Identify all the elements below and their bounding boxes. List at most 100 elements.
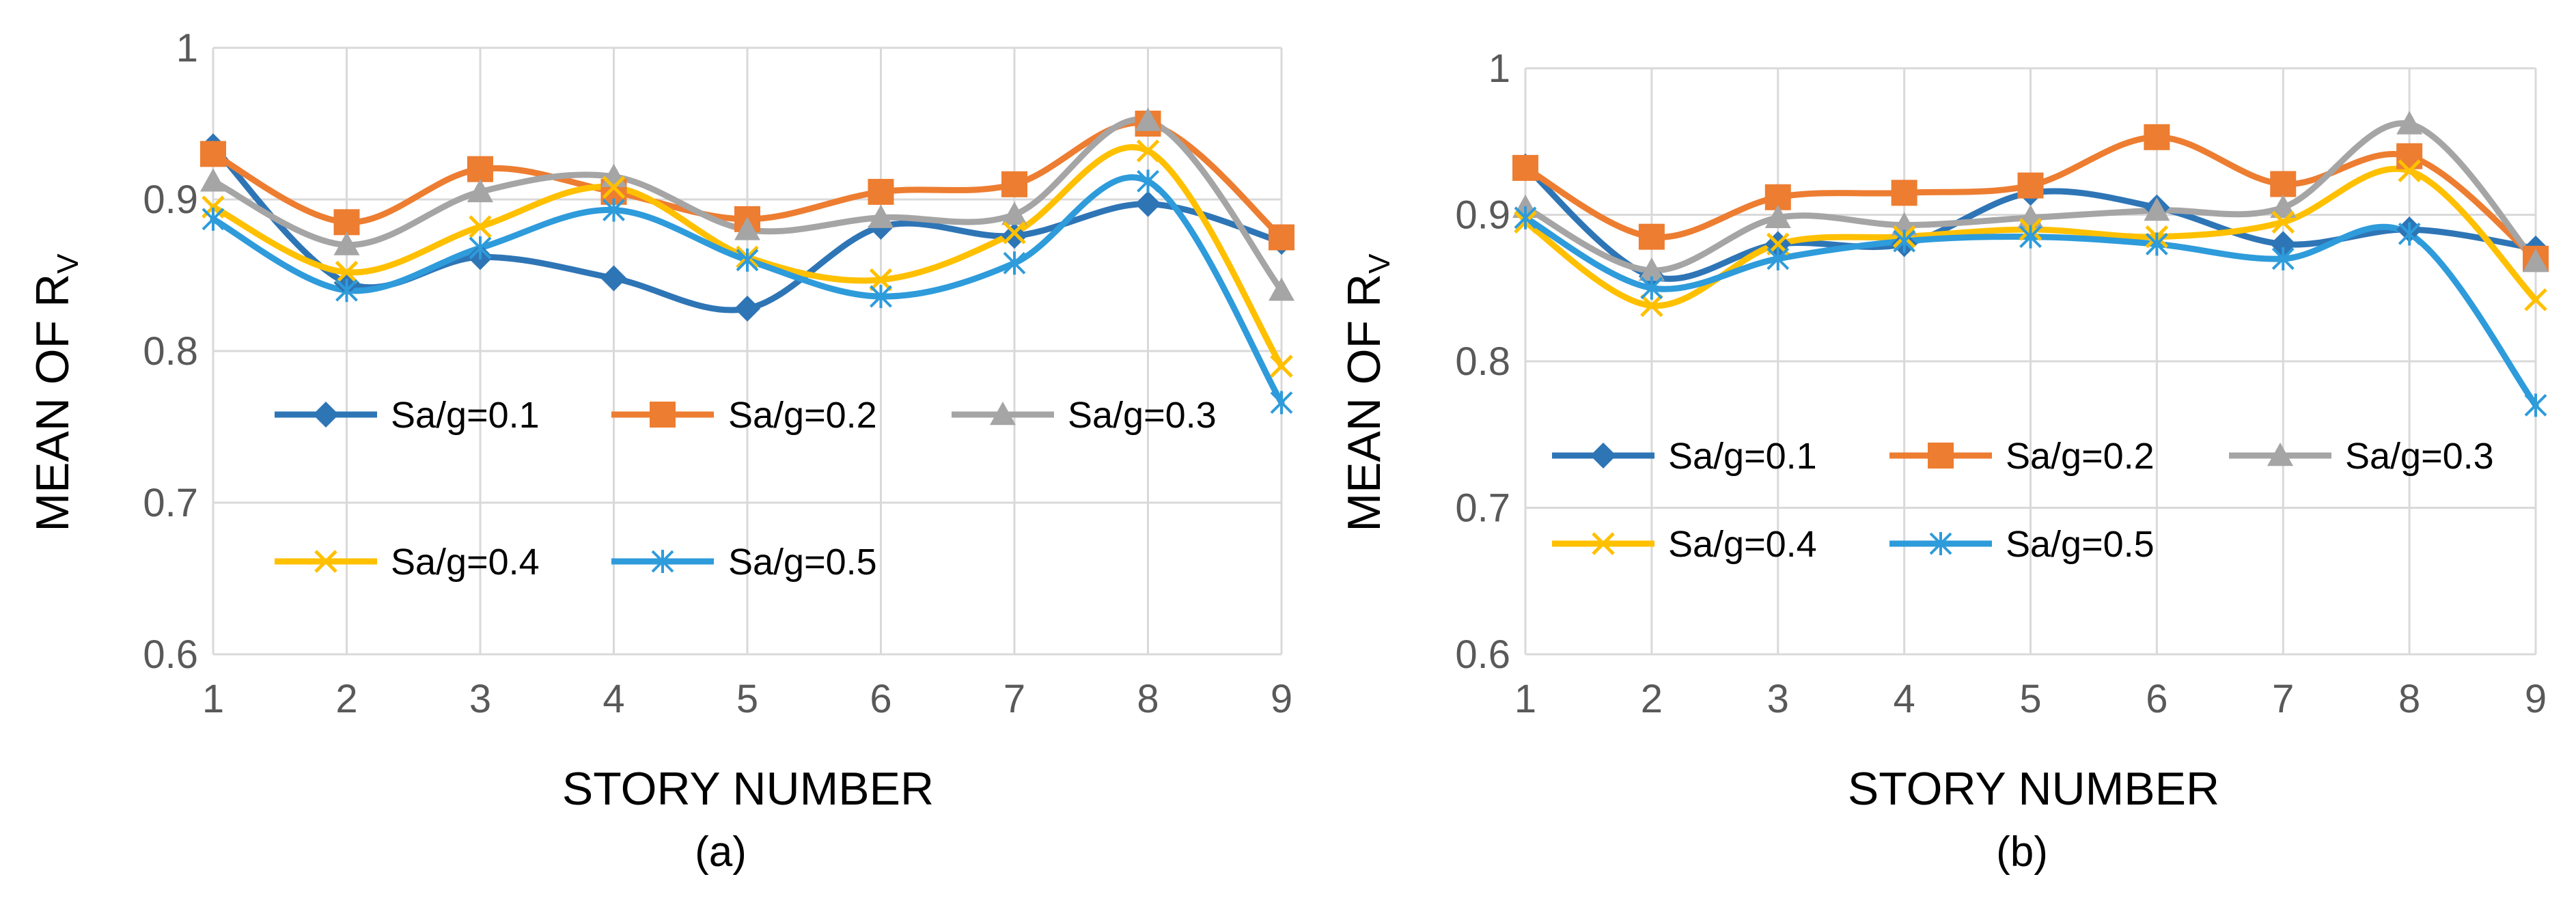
data-point-marker xyxy=(1269,224,1294,251)
data-point-marker xyxy=(1136,139,1160,163)
legend-label: Sa/g=0.5 xyxy=(2006,524,2155,565)
x-tick-label: 3 xyxy=(469,677,491,721)
legend-label: Sa/g=0.4 xyxy=(391,542,540,583)
legend-swatch-marker xyxy=(650,402,676,428)
data-point-marker xyxy=(200,168,226,192)
data-point-marker xyxy=(869,268,893,292)
data-point-marker xyxy=(736,248,759,272)
x-tick-label: 5 xyxy=(736,677,758,721)
y-tick-labels-a: 0.6 0.7 0.8 0.9 1 xyxy=(143,26,198,677)
legend-item: Sa/g=0.4 xyxy=(1552,524,1817,565)
data-point-marker xyxy=(1764,204,1791,228)
legend-swatch-marker xyxy=(1592,532,1615,555)
data-point-marker xyxy=(2019,225,2042,249)
y-axis-title-main: MEAN OF R xyxy=(27,274,79,532)
data-point-marker xyxy=(868,178,894,205)
x-tick-label: 7 xyxy=(2272,677,2294,721)
legend-label: Sa/g=0.3 xyxy=(2345,436,2494,477)
legend-marker-shape xyxy=(651,550,674,573)
legend-swatch-marker xyxy=(990,402,1016,425)
y-tick-label: 0.6 xyxy=(143,632,198,677)
x-tick-labels-a: 1 2 3 4 5 6 7 8 9 xyxy=(202,677,1292,721)
legend-swatch-marker xyxy=(1928,443,1954,469)
data-point-marker xyxy=(335,260,359,284)
data-point-marker xyxy=(1003,251,1026,275)
data-point-marker xyxy=(1269,277,1294,301)
data-point-marker xyxy=(2270,194,2297,218)
x-tick-label: 9 xyxy=(2525,677,2547,721)
data-point-marker xyxy=(2524,288,2547,311)
data-point-marker xyxy=(333,232,360,255)
data-point-marker xyxy=(2144,197,2170,221)
legend-label: Sa/g=0.2 xyxy=(728,395,877,436)
data-point-marker xyxy=(2523,249,2549,273)
legend-label: Sa/g=0.5 xyxy=(728,542,877,583)
legend-marker-shape xyxy=(1929,532,1952,555)
x-tick-label: 3 xyxy=(1767,677,1789,721)
x-tick-label: 9 xyxy=(1271,677,1292,721)
y-tick-label: 1 xyxy=(176,26,198,70)
data-point-marker xyxy=(602,176,626,199)
data-point-marker xyxy=(2396,111,2423,135)
y-axis-title-b: MEAN OF RV xyxy=(1338,253,1396,532)
data-point-marker xyxy=(467,178,493,203)
data-point-marker xyxy=(1640,294,1663,318)
x-tick-label: 5 xyxy=(2019,677,2041,721)
legend-swatch-marker xyxy=(651,550,674,573)
legend-item: Sa/g=0.2 xyxy=(1889,436,2155,477)
data-point-marker xyxy=(1891,180,1917,206)
data-point-marker xyxy=(2271,247,2295,270)
legend-item: Sa/g=0.1 xyxy=(1552,436,1817,477)
y-tick-label: 0.9 xyxy=(143,178,198,222)
data-point-marker xyxy=(469,236,492,260)
data-point-marker xyxy=(1640,276,1663,300)
data-point-marker xyxy=(1135,191,1161,217)
legend-swatch-marker xyxy=(1590,443,1616,469)
data-point-marker xyxy=(2398,222,2421,246)
legend-item: Sa/g=0.4 xyxy=(275,542,540,583)
legend-marker-shape xyxy=(650,402,676,428)
legend-label: Sa/g=0.1 xyxy=(391,395,540,436)
y-tick-label: 0.8 xyxy=(143,329,198,374)
data-point-marker xyxy=(1512,154,1538,181)
series-group-a xyxy=(200,107,1294,415)
subfigure-caption-b: (b) xyxy=(1996,828,2048,876)
legend-item: Sa/g=0.2 xyxy=(611,395,877,436)
data-point-marker xyxy=(1638,223,1665,250)
y-axis-title-subscript: V xyxy=(51,253,85,274)
x-axis-title-a: STORY NUMBER xyxy=(562,763,934,815)
legend-swatch-marker xyxy=(1929,532,1952,555)
data-point-marker xyxy=(600,265,627,292)
legend-label: Sa/g=0.1 xyxy=(1668,436,1817,477)
x-tick-label: 6 xyxy=(870,677,891,721)
legend-a: Sa/g=0.1 Sa/g=0.2 Sa/g=0.3 Sa/g=0.4 Sa/g xyxy=(275,395,1217,583)
legend-swatch-marker xyxy=(2267,443,2293,466)
chart-panel-b: 0.6 0.7 0.8 0.9 1 1 2 3 4 5 6 7 8 9 STOR… xyxy=(1338,46,2549,876)
x-tick-label: 1 xyxy=(202,677,224,721)
data-point-marker xyxy=(467,156,493,182)
legend-label: Sa/g=0.3 xyxy=(1068,395,1217,436)
legend-item: Sa/g=0.3 xyxy=(952,395,1217,436)
subfigure-caption-a: (a) xyxy=(695,828,747,876)
legend-marker-shape xyxy=(1928,443,1954,469)
x-tick-label: 2 xyxy=(335,677,357,721)
data-point-marker xyxy=(202,207,225,231)
legend-swatch-marker xyxy=(314,550,337,573)
data-point-marker xyxy=(2144,124,2170,150)
y-tick-label: 0.8 xyxy=(1455,339,1510,384)
data-point-marker xyxy=(1514,206,1537,229)
x-tick-label: 8 xyxy=(1137,677,1159,721)
data-point-marker xyxy=(1001,201,1027,225)
data-point-marker xyxy=(1003,221,1026,245)
legend-b: Sa/g=0.1 Sa/g=0.2 Sa/g=0.3 Sa/g=0.4 Sa/g xyxy=(1552,436,2494,565)
chart-panel-a: 0.6 0.7 0.8 0.9 1 1 2 3 4 5 6 7 8 9 STOR… xyxy=(27,26,1294,876)
legend-marker-shape xyxy=(1590,443,1616,469)
x-tick-label: 4 xyxy=(1893,677,1915,721)
legend-marker-shape xyxy=(990,402,1016,425)
x-tick-label: 7 xyxy=(1003,677,1025,721)
data-point-marker xyxy=(1270,354,1293,378)
data-point-marker xyxy=(1767,247,1790,270)
legend-label: Sa/g=0.4 xyxy=(1668,524,1817,565)
legend-label: Sa/g=0.2 xyxy=(2006,436,2155,477)
